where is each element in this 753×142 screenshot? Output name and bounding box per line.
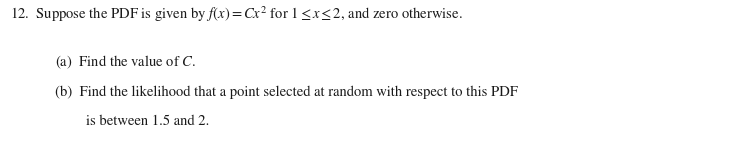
Text: (b)  Find the likelihood that a point selected at random with respect to this PD: (b) Find the likelihood that a point sel… — [55, 85, 518, 99]
Text: 12.  Suppose the PDF is given by $f(x) = Cx^2$ for $1 \leq x \leq 2$, and zero o: 12. Suppose the PDF is given by $f(x) = … — [10, 4, 462, 24]
Text: is between 1.5 and 2.: is between 1.5 and 2. — [86, 115, 209, 128]
Text: (a)  Find the value of $C$.: (a) Find the value of $C$. — [55, 54, 196, 71]
